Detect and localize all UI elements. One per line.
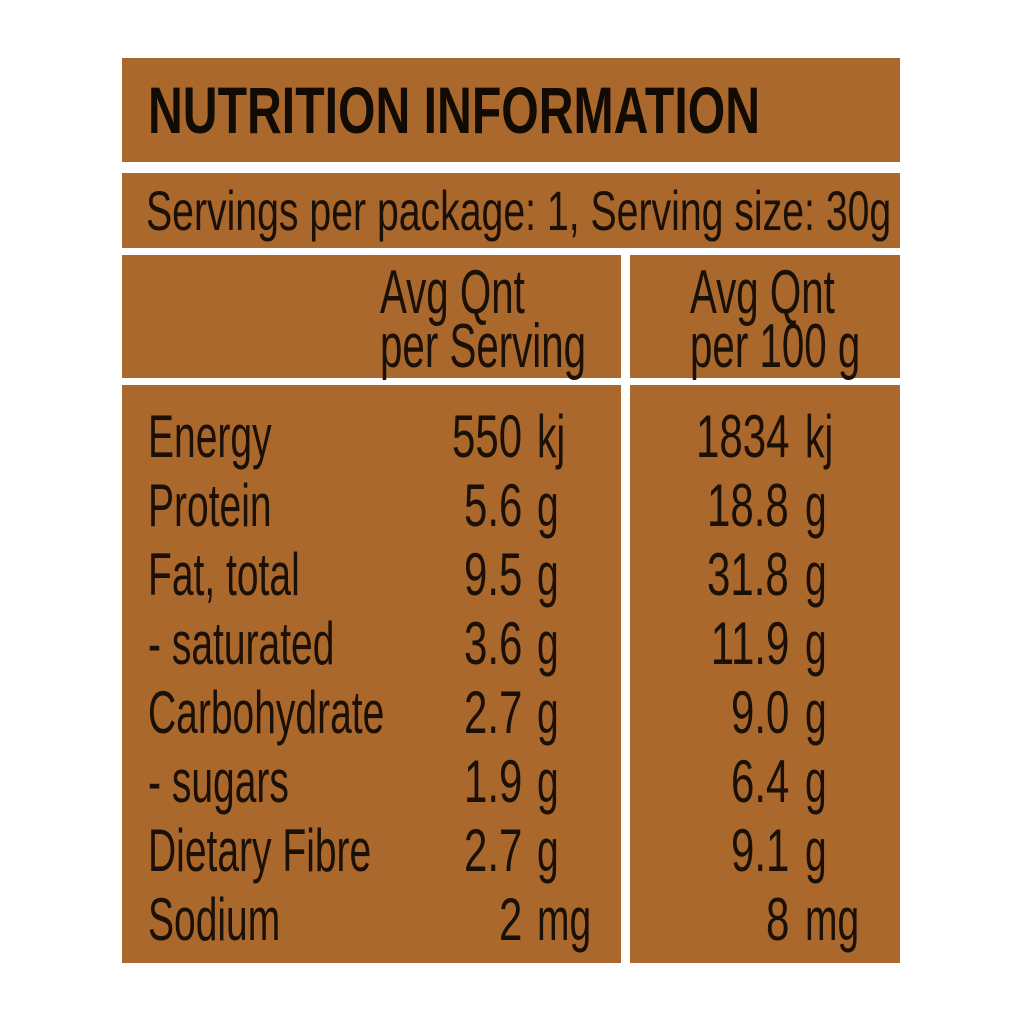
- nutrient-serving-value: 2.7: [463, 817, 522, 884]
- column-header-serving: Avg Qnt per Serving: [380, 258, 697, 381]
- nutrient-label: Energy: [148, 403, 272, 470]
- nutrient-label: Fat, total: [148, 541, 300, 608]
- column-header-row: Avg Qnt per Serving Avg Qnt per 100 g: [122, 255, 900, 378]
- column-header-per100: Avg Qnt per 100 g: [690, 258, 952, 381]
- nutrient-serving-value: 1.9: [463, 748, 522, 815]
- column-header-per100-line1: Avg Qnt: [690, 258, 835, 327]
- nutrient-per100-value: 6.4: [730, 748, 789, 815]
- nutrient-per100-unit: g: [805, 679, 827, 746]
- nutrient-per100-value: 18.8: [707, 472, 789, 539]
- nutrient-per100-value: 31.8: [707, 541, 789, 608]
- nutrient-label: Sodium: [148, 886, 281, 953]
- table-row-protein: Protein 5.6 g 18.8 g: [122, 471, 900, 540]
- nutrient-per100-unit: g: [805, 541, 827, 608]
- table-row-sodium: Sodium 2 mg 8 mg: [122, 885, 900, 954]
- table-row-dietary-fibre: Dietary Fibre 2.7 g 9.1 g: [122, 816, 900, 885]
- nutrient-table: Energy 550 kj 1834 kj Protein 5.6 g 18.8…: [122, 385, 900, 963]
- table-row-sugars: - sugars 1.9 g 6.4 g: [122, 747, 900, 816]
- nutrient-label: - saturated: [148, 610, 335, 677]
- nutrition-panel: NUTRITION INFORMATION Servings per packa…: [122, 58, 900, 963]
- column-header-serving-line1: Avg Qnt: [380, 258, 525, 327]
- nutrient-per100-value: 1834: [695, 403, 789, 470]
- nutrient-serving-unit: g: [537, 817, 559, 884]
- nutrient-per100-unit: g: [805, 472, 827, 539]
- nutrient-per100-unit: g: [805, 610, 827, 677]
- nutrient-serving-value: 9.5: [463, 541, 522, 608]
- serving-info: Servings per package: 1, Serving size: 3…: [146, 179, 892, 242]
- column-divider: [621, 255, 630, 378]
- page-title: NUTRITION INFORMATION: [148, 73, 760, 147]
- nutrient-label: - sugars: [148, 748, 289, 815]
- nutrient-serving-unit: g: [537, 748, 559, 815]
- nutrient-serving-unit: kj: [537, 403, 566, 470]
- column-divider: [621, 385, 630, 963]
- nutrient-per100-value: 9.1: [730, 817, 789, 884]
- table-row-fat-total: Fat, total 9.5 g 31.8 g: [122, 540, 900, 609]
- column-header-serving-line2: per Serving: [380, 312, 587, 381]
- panel-title-bar: NUTRITION INFORMATION: [122, 58, 900, 162]
- nutrient-serving-value: 5.6: [463, 472, 522, 539]
- nutrient-per100-value: 8: [765, 886, 789, 953]
- nutrient-per100-unit: mg: [805, 886, 860, 953]
- table-row-energy: Energy 550 kj 1834 kj: [122, 402, 900, 471]
- nutrient-per100-value: 11.9: [710, 610, 789, 677]
- nutrient-per100-value: 9.0: [730, 679, 789, 746]
- nutrient-serving-value: 3.6: [463, 610, 522, 677]
- nutrient-serving-unit: mg: [537, 886, 592, 953]
- nutrient-label: Dietary Fibre: [148, 817, 372, 884]
- nutrient-serving-unit: g: [537, 610, 559, 677]
- nutrient-serving-value: 2.7: [463, 679, 522, 746]
- table-row-saturated-fat: - saturated 3.6 g 11.9 g: [122, 609, 900, 678]
- nutrient-label: Carbohydrate: [148, 679, 385, 746]
- nutrient-serving-value: 550: [451, 403, 522, 470]
- nutrient-serving-unit: g: [537, 472, 559, 539]
- table-row-carbohydrate: Carbohydrate 2.7 g 9.0 g: [122, 678, 900, 747]
- nutrient-serving-value: 2: [498, 886, 522, 953]
- column-header-per100-line2: per 100 g: [690, 312, 861, 381]
- nutrient-per100-unit: kj: [805, 403, 834, 470]
- nutrient-per100-unit: g: [805, 748, 827, 815]
- nutrient-serving-unit: g: [537, 679, 559, 746]
- nutrient-label: Protein: [148, 472, 272, 539]
- nutrient-serving-unit: g: [537, 541, 559, 608]
- nutrient-per100-unit: g: [805, 817, 827, 884]
- serving-info-bar: Servings per package: 1, Serving size: 3…: [122, 173, 900, 248]
